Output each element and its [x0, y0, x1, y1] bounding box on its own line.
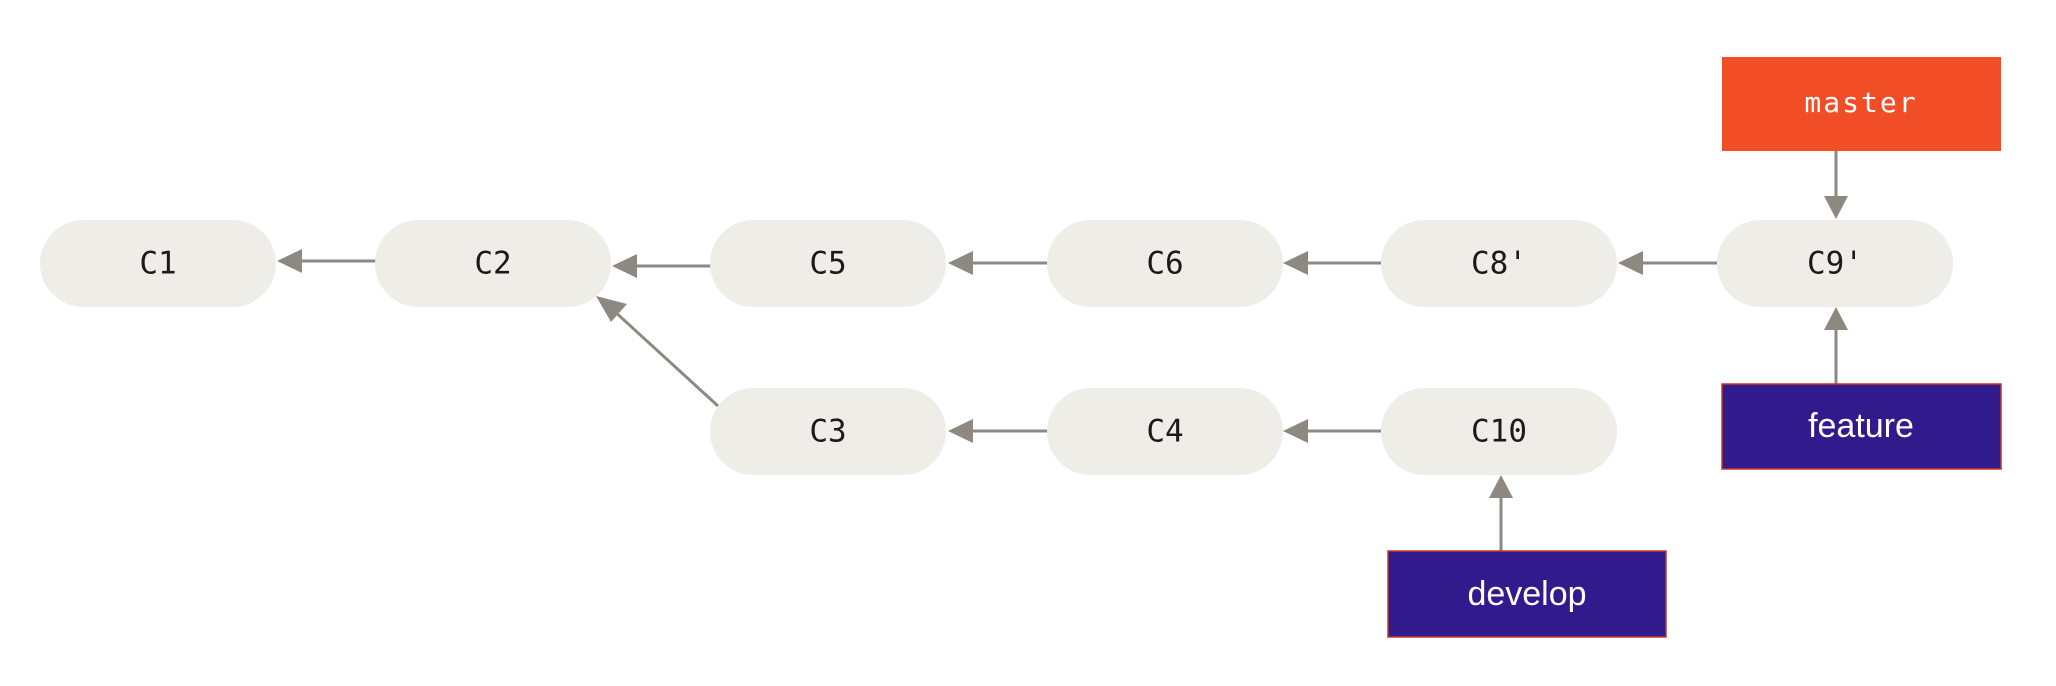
- commit-label: C10: [1471, 414, 1527, 450]
- commit-label: C8': [1471, 246, 1527, 282]
- commit-node-c1[interactable]: C1: [40, 220, 276, 307]
- commit-label: C3: [809, 414, 846, 450]
- branch-label-feature: feature: [1808, 407, 1914, 445]
- edge-feature-c9p: [1824, 307, 1848, 384]
- branch-feature[interactable]: feature: [1722, 384, 2001, 469]
- commit-node-c8-prime[interactable]: C8': [1381, 220, 1617, 307]
- commit-label: C4: [1146, 414, 1183, 450]
- commit-node-c9-prime[interactable]: C9': [1717, 220, 1953, 307]
- edge-c8p-c6: [1283, 251, 1382, 275]
- edge-c5-c2: [612, 254, 711, 278]
- commit-node-c6[interactable]: C6: [1047, 220, 1283, 307]
- commit-node-c10[interactable]: C10: [1381, 388, 1617, 475]
- edge-c2-c1: [277, 249, 376, 273]
- edge-c9p-c8p: [1618, 251, 1718, 275]
- edge-c10-c4: [1283, 419, 1382, 443]
- branch-label-master: master: [1804, 86, 1917, 119]
- edges: [277, 151, 1848, 551]
- edge-c6-c5: [948, 251, 1048, 275]
- branch-label-develop: develop: [1467, 575, 1586, 613]
- commit-label: C6: [1146, 246, 1183, 282]
- branch-develop[interactable]: develop: [1388, 551, 1666, 637]
- branch-master[interactable]: master: [1722, 57, 2001, 151]
- commit-label: C2: [474, 246, 511, 282]
- commit-label: C9': [1807, 246, 1863, 282]
- edge-develop-c10: [1489, 475, 1513, 551]
- edge-master-c9p: [1824, 151, 1848, 219]
- commit-node-c4[interactable]: C4: [1047, 388, 1283, 475]
- branches: master feature develop: [1388, 57, 2001, 637]
- commit-node-c2[interactable]: C2: [375, 220, 611, 307]
- commit-node-c3[interactable]: C3: [710, 388, 946, 475]
- edge-c3-c2: [596, 296, 718, 406]
- commit-label: C1: [139, 246, 176, 282]
- commit-label: C5: [809, 246, 846, 282]
- commit-node-c5[interactable]: C5: [710, 220, 946, 307]
- commits: C1 C2 C5 C6 C8' C9' C3 C4: [40, 220, 1953, 475]
- edge-c4-c3: [948, 419, 1048, 443]
